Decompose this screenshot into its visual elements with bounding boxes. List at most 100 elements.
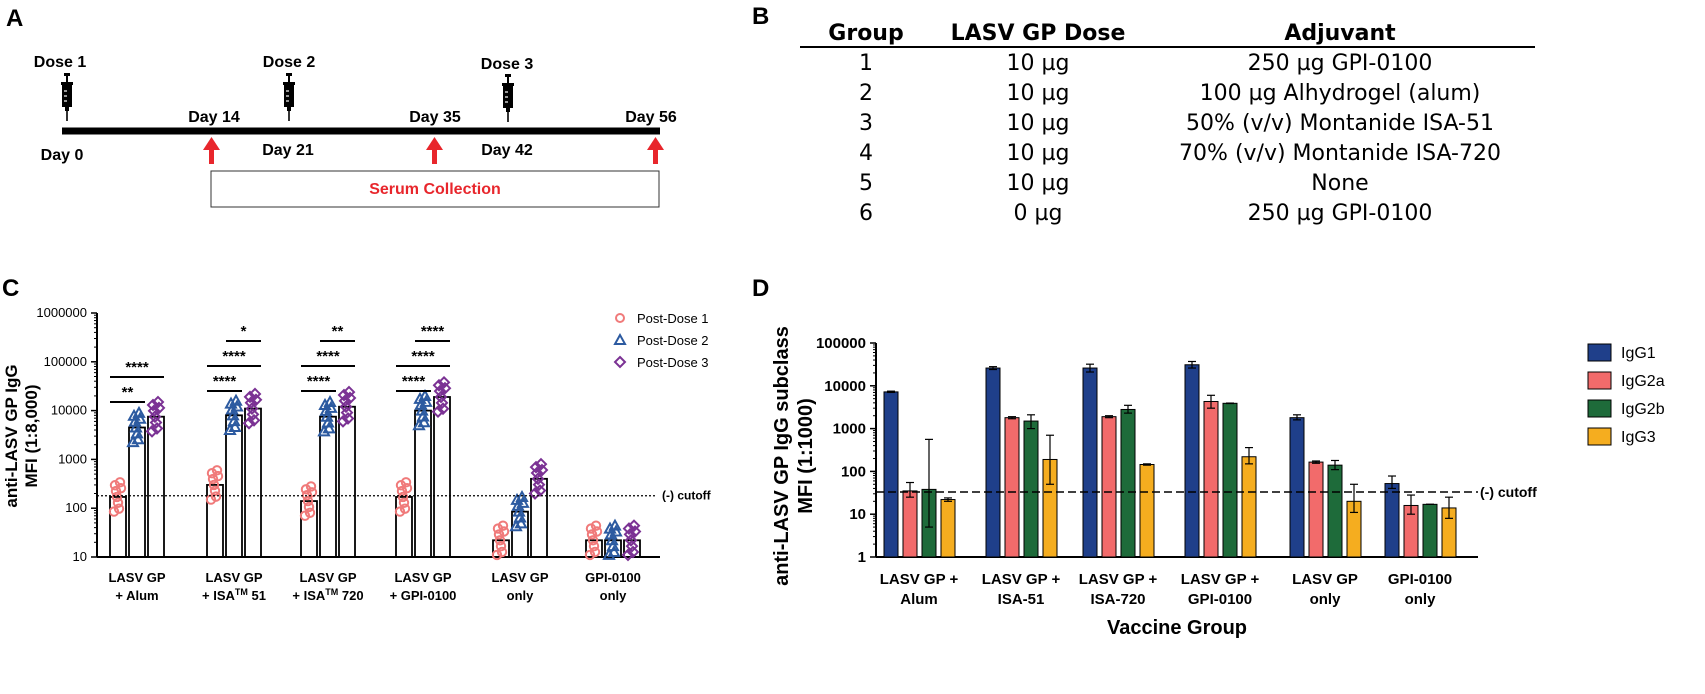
x-tick-label: LASV GP — [205, 570, 262, 585]
data-point — [531, 472, 545, 486]
data-point — [588, 540, 600, 552]
data-point — [113, 503, 125, 514]
x-tick-label: only — [1310, 591, 1341, 608]
data-point — [433, 384, 447, 398]
data-point — [398, 497, 410, 509]
data-point — [621, 548, 635, 562]
data-point — [246, 408, 260, 421]
data-point — [306, 487, 318, 498]
syringe-icon — [282, 72, 296, 122]
data-point — [627, 519, 641, 533]
data-point — [431, 405, 445, 419]
data-point — [622, 522, 636, 535]
panel-letter-c: C — [2, 275, 19, 302]
x-tick-label: LASV GP — [299, 570, 356, 585]
table-cell: 10 µg — [1007, 141, 1070, 166]
data-point — [535, 463, 549, 477]
serum-collection-label: Serum Collection — [369, 181, 501, 198]
panel-letter-b: B — [752, 3, 769, 30]
table-cell: 10 µg — [1007, 81, 1070, 106]
syringe-icon — [60, 72, 74, 122]
cutoff-label: (-) cutoff — [1480, 484, 1537, 500]
significance-label: ** — [122, 384, 134, 401]
day-21-label: Day 21 — [262, 142, 314, 159]
significance-label: **** — [316, 348, 340, 365]
data-point — [412, 418, 426, 431]
bar — [1139, 463, 1155, 558]
data-point — [304, 507, 316, 518]
bar — [902, 490, 918, 558]
data-point — [115, 482, 127, 494]
legend-swatch — [1587, 427, 1612, 446]
data-point — [146, 398, 160, 412]
table-cell: 2 — [859, 81, 873, 106]
data-point — [152, 401, 166, 415]
data-point — [337, 388, 351, 402]
data-point — [148, 410, 162, 424]
legend-marker — [613, 332, 627, 345]
data-point — [147, 404, 161, 418]
significance-label: ** — [332, 323, 344, 340]
table-header-group: Group — [828, 21, 903, 46]
bar — [1289, 417, 1305, 558]
panel-letter-a: A — [6, 5, 23, 32]
dose-2-label: Dose 2 — [263, 54, 316, 71]
data-point — [305, 481, 317, 492]
data-point — [626, 545, 640, 559]
x-tick-label: + ISATM 51 — [202, 587, 266, 603]
red-arrow-icon — [647, 137, 664, 164]
red-arrow-icon — [203, 137, 220, 164]
data-point — [212, 470, 224, 482]
legend-swatch — [1587, 399, 1612, 418]
data-point — [150, 421, 164, 435]
data-point — [242, 416, 256, 430]
data-point — [145, 424, 159, 438]
panel-d-ylabel: anti-LASV GP IgG subclass — [771, 326, 793, 586]
bar — [225, 414, 243, 558]
panel-a: A Dose 1 Dose 2 Dose 3 Day 0 Day 21 Day … — [6, 5, 677, 208]
data-point — [336, 414, 350, 428]
x-tick-label: GPI-0100 — [1188, 591, 1252, 608]
bar — [1023, 420, 1039, 558]
bar — [1082, 367, 1098, 558]
x-tick-label: + Alum — [115, 588, 158, 603]
panel-c-ylabel-2: MFI (1:8,000) — [22, 385, 41, 488]
legend-label: IgG1 — [1621, 345, 1656, 362]
x-tick-label: LASV GP + — [1181, 571, 1260, 588]
dose-3-label: Dose 3 — [481, 56, 534, 73]
y-tick-label: 100000 — [44, 354, 87, 369]
data-point — [625, 539, 639, 553]
bar — [433, 396, 451, 558]
data-point — [303, 501, 315, 513]
panel-d-xlabel: Vaccine Group — [1107, 617, 1247, 639]
data-point — [437, 375, 451, 389]
data-point — [497, 520, 509, 531]
y-tick-label: 100 — [841, 463, 866, 480]
x-tick-label: + ISATM 720 — [292, 587, 363, 603]
bar — [1241, 456, 1257, 558]
data-point — [589, 546, 601, 558]
data-point — [249, 393, 263, 407]
significance-label: **** — [307, 373, 331, 390]
bar — [395, 496, 413, 558]
panel-d: D anti-LASV GP IgG subclass MFI (1:1000)… — [752, 275, 1665, 639]
bar — [1422, 503, 1438, 558]
day-35-label: Day 35 — [409, 109, 461, 126]
data-point — [509, 519, 523, 532]
red-arrow-icon — [426, 137, 443, 164]
panel-d-ylabel-2: MFI (1:1000) — [795, 398, 817, 514]
x-tick-label: LASV GP — [394, 570, 451, 585]
data-point — [609, 524, 623, 537]
y-tick-label: 10000 — [824, 378, 866, 395]
data-point — [322, 421, 336, 434]
data-point — [532, 478, 546, 492]
significance-label: **** — [402, 373, 426, 390]
significance-label: **** — [421, 323, 445, 340]
data-point — [623, 528, 637, 541]
data-point — [498, 526, 510, 537]
x-tick-label: LASV GP — [108, 570, 165, 585]
x-tick-label: GPI-0100 — [585, 570, 641, 585]
data-point — [534, 457, 548, 471]
table-cell: 0 µg — [1014, 201, 1063, 226]
